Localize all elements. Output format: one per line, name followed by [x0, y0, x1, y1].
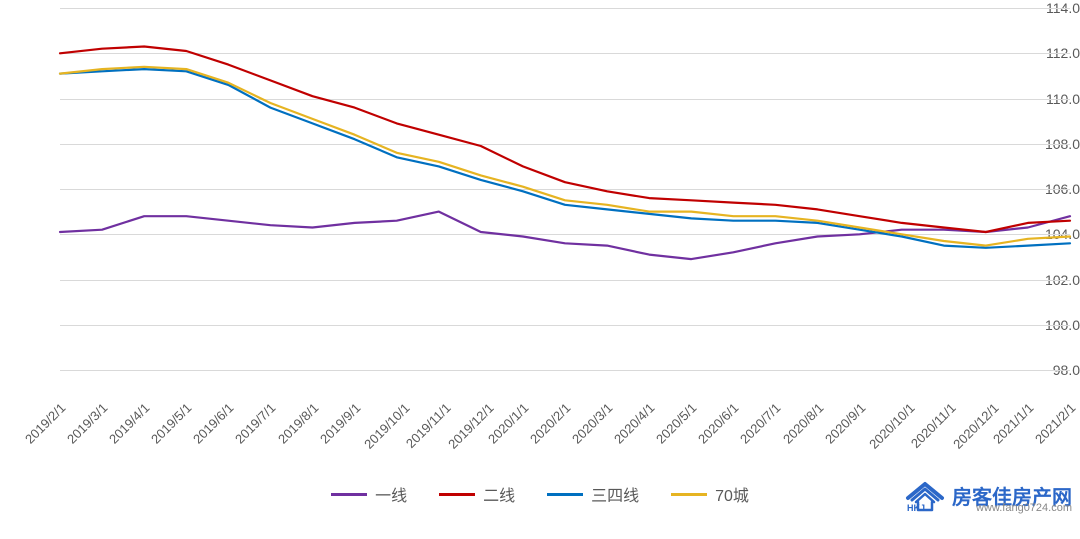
legend-swatch: [671, 493, 707, 496]
legend-label: 一线: [375, 482, 407, 506]
legend-label: 70城: [715, 482, 749, 506]
legend-swatch: [439, 493, 475, 496]
legend-item: 三四线: [547, 482, 639, 506]
line-chart: 98.0100.0102.0104.0106.0108.0110.0112.01…: [0, 0, 1080, 518]
legend-item: 一线: [331, 482, 407, 506]
watermark-url: www.fang0724.com: [976, 502, 1072, 514]
series-line: [60, 212, 1070, 260]
legend-swatch: [547, 493, 583, 496]
legend-label: 二线: [483, 482, 515, 506]
house-logo-icon: HKJ: [904, 478, 946, 512]
legend-label: 三四线: [591, 482, 639, 506]
svg-text:HKJ: HKJ: [907, 503, 925, 512]
legend-item: 70城: [671, 482, 749, 506]
legend-item: 二线: [439, 482, 515, 506]
legend-swatch: [331, 493, 367, 496]
series-line: [60, 69, 1070, 248]
watermark: HKJ 房客佳房产网 www.fang0724.com: [904, 478, 1072, 512]
plot-area: [0, 0, 1080, 518]
